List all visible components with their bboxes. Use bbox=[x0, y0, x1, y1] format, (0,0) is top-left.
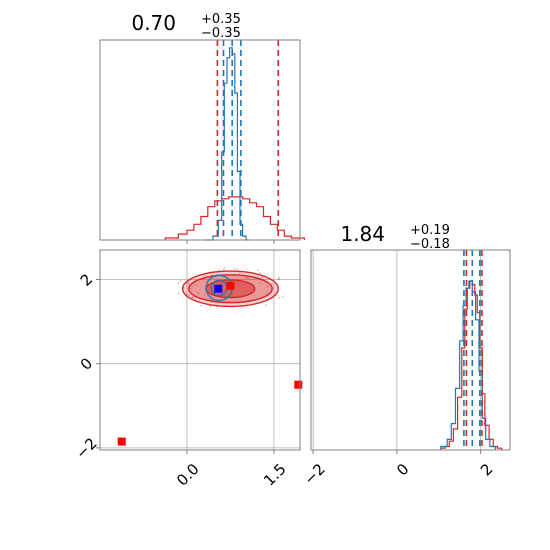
scatter-y-tick-label: −2 bbox=[72, 434, 100, 462]
scatter-sample-point bbox=[282, 295, 284, 298]
scatter-sample-point bbox=[259, 272, 261, 274]
scatter-sample-point bbox=[187, 282, 190, 285]
scatter-sample-point bbox=[256, 269, 259, 272]
hist-p1-title-value: 0.70 bbox=[131, 11, 176, 35]
scatter-sample-point bbox=[186, 281, 189, 284]
hist-p1-panel bbox=[99, 39, 305, 244]
scatter-sample-point bbox=[278, 277, 281, 280]
scatter-sample-point bbox=[192, 296, 195, 299]
hist-p2-title-upper: +0.19 bbox=[410, 223, 450, 238]
scatter-sample-point bbox=[191, 285, 193, 287]
scatter-y-tick-label: 2 bbox=[77, 270, 96, 289]
scatter-sample-point bbox=[191, 296, 194, 298]
hist-p2-panel: −2 0 2 bbox=[300, 249, 511, 488]
scatter-sample-point bbox=[195, 297, 197, 300]
hist-p1-title-upper: +0.35 bbox=[201, 12, 241, 27]
hist-p1-series-a-steps bbox=[164, 196, 305, 240]
hist-p2-x-tick-label: 2 bbox=[477, 460, 496, 479]
scatter-y-tick-label: 0 bbox=[77, 354, 96, 373]
scatter-sample-point bbox=[266, 291, 268, 294]
hist-p1-title: 0.70 +0.35 −0.35 bbox=[131, 11, 240, 41]
scatter-x-tick-label: 0.0 bbox=[173, 460, 203, 490]
scatter-sample-point bbox=[246, 276, 249, 279]
scatter-sample-point bbox=[190, 287, 193, 290]
hist-p2-x-tick-label: 0 bbox=[393, 460, 412, 479]
scatter-sample-point bbox=[209, 305, 212, 308]
scatter-sample-point bbox=[266, 274, 269, 276]
scatter-sample-point bbox=[222, 268, 225, 271]
scatter-sample-point bbox=[177, 292, 180, 295]
scatter-sample-point bbox=[277, 296, 280, 299]
scatter-sample-point bbox=[259, 281, 261, 284]
hist-p2-series-b-steps bbox=[440, 280, 496, 450]
scatter-marker-b bbox=[214, 284, 223, 293]
scatter-sample-point bbox=[277, 276, 280, 279]
scatter-sample-point bbox=[177, 282, 180, 285]
hist-p2-title: 1.84 +0.19 −0.18 bbox=[340, 222, 449, 252]
scatter-sample-point bbox=[210, 298, 212, 301]
hist-p1-title-lower: −0.35 bbox=[201, 26, 241, 41]
scatter-sample-point bbox=[197, 292, 200, 294]
scatter-sample-point bbox=[210, 273, 213, 276]
scatter-sample-point bbox=[265, 304, 267, 306]
scatter-marker-a bbox=[294, 380, 303, 389]
scatter-sample-point bbox=[236, 268, 239, 271]
scatter-sample-point bbox=[200, 304, 203, 307]
hist-p2-title-lower: −0.18 bbox=[410, 237, 450, 252]
scatter-marker-a bbox=[226, 281, 235, 290]
scatter-sample-point bbox=[187, 294, 190, 296]
scatter-sample-point bbox=[261, 276, 264, 279]
hist-p1-series-b-steps bbox=[204, 47, 250, 241]
scatter-sample-point bbox=[195, 283, 198, 286]
scatter-marker-a bbox=[117, 437, 126, 446]
scatter-p1-p2-panel: 0.0 1.5 −2 0 2 bbox=[72, 249, 303, 490]
hist-p2-x-tick-label: −2 bbox=[300, 460, 328, 488]
scatter-sample-point bbox=[191, 296, 194, 299]
scatter-sample-point bbox=[233, 267, 236, 270]
scatter-sample-point bbox=[223, 267, 226, 269]
scatter-sample-point bbox=[179, 280, 182, 283]
hist-p2-title-value: 1.84 bbox=[340, 222, 385, 246]
hist-p2-series-a-steps bbox=[440, 280, 503, 450]
scatter-sample-point bbox=[192, 283, 195, 285]
scatter-sample-point bbox=[266, 285, 269, 288]
scatter-sample-point bbox=[238, 272, 241, 275]
scatter-sample-point bbox=[245, 276, 247, 279]
hist-p2-frame bbox=[310, 249, 511, 451]
scatter-x-tick-label: 1.5 bbox=[260, 460, 290, 490]
scatter-sample-point bbox=[218, 268, 221, 271]
hist-p1-frame bbox=[99, 39, 301, 241]
scatter-frame bbox=[99, 249, 301, 451]
scatter-sample-point bbox=[187, 281, 190, 284]
scatter-sample-point bbox=[277, 278, 280, 281]
scatter-sample-point bbox=[270, 283, 273, 285]
